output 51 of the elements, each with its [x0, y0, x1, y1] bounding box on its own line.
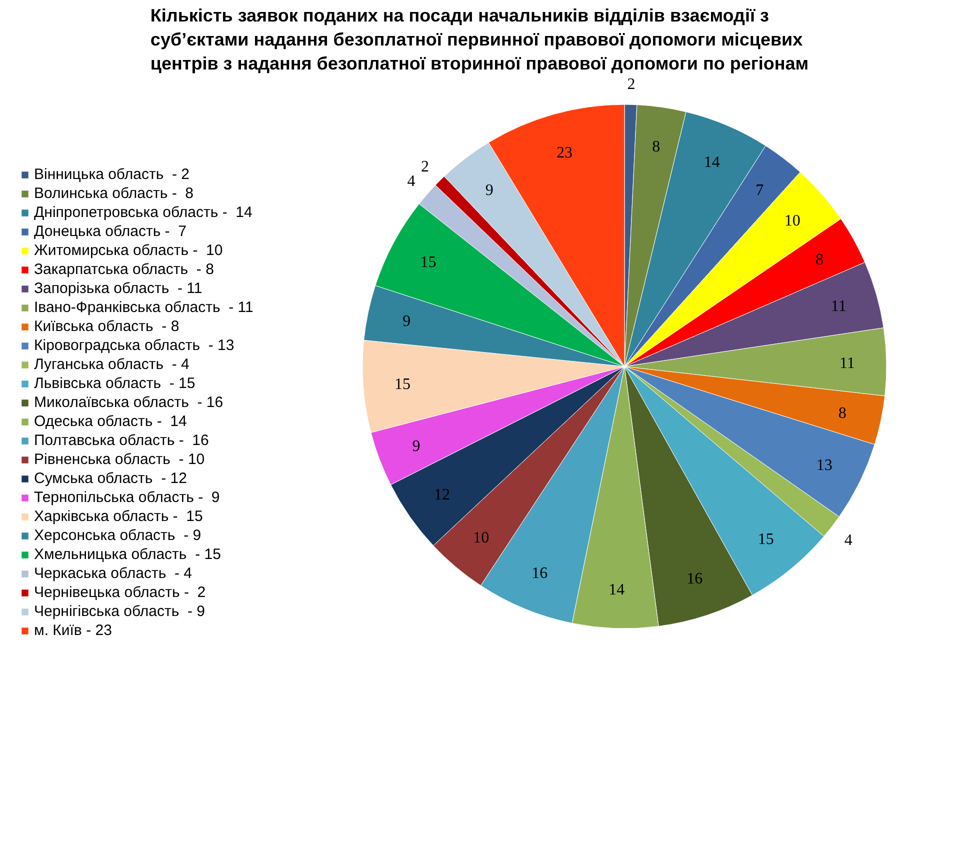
data-label: 8: [838, 404, 846, 422]
legend-label: Херсонська область - 9: [34, 526, 202, 544]
data-label: 14: [704, 154, 720, 172]
legend-label: Хмельницька область - 15: [34, 545, 221, 563]
legend-label: Київська область - 8: [34, 317, 180, 335]
data-label: 16: [686, 570, 703, 588]
data-label: 11: [839, 355, 855, 372]
data-label: 13: [816, 457, 832, 474]
data-label: 16: [532, 564, 548, 582]
data-label: 7: [756, 182, 764, 199]
legend-label: Рівненська область - 10: [34, 450, 205, 468]
data-label: 8: [816, 251, 824, 268]
data-label: 15: [420, 254, 436, 271]
legend-label: Сумська область - 12: [34, 469, 187, 487]
legend-label: Луганська область - 4: [34, 355, 190, 373]
data-label: 9: [402, 313, 411, 330]
legend-label: Закарпатська область - 8: [34, 260, 214, 278]
legend-label: Львівська область - 15: [34, 374, 196, 392]
data-label: 11: [830, 298, 846, 315]
legend-label: Тернопільська область - 9: [34, 488, 220, 506]
legend-label: Чернігівська область - 9: [34, 602, 205, 620]
data-label: 15: [394, 376, 410, 394]
data-label: 8: [652, 138, 660, 156]
legend-label: Донецька область - 7: [34, 222, 186, 240]
legend-label: Запорізька область - 11: [34, 279, 202, 297]
data-label: 2: [627, 76, 636, 94]
legend-label: Миколаївська область - 16: [34, 393, 224, 411]
legend-label: Житомирська область - 10: [34, 241, 223, 259]
data-label: 2: [421, 158, 430, 176]
legend-label: Одеська область - 14: [34, 412, 187, 430]
legend-label: Чернівецька область - 2: [34, 583, 206, 601]
data-label: 14: [608, 582, 625, 599]
data-label: 10: [473, 529, 490, 546]
data-label: 10: [784, 212, 800, 230]
data-label: 4: [844, 532, 852, 550]
legend-label: Івано-Франківська область - 11: [34, 298, 254, 316]
legend-label: Дніпропетровська область - 14: [34, 203, 252, 221]
legend-label: Полтавська область - 16: [34, 431, 209, 449]
chart-title: Кількість заявок поданих на посади начальників відділів взаємодії з суб’єктами надання безоплатної первинної правової допомоги місцевих центрів з надання безоплатної вторинної правової допомоги по регіонам: [150, 6, 809, 74]
data-label: 4: [407, 173, 416, 190]
data-label: 23: [556, 144, 573, 162]
data-label: 15: [758, 531, 774, 548]
data-label: 9: [412, 438, 420, 455]
legend-label: Черкаська область - 4: [34, 564, 192, 582]
data-label: 12: [434, 486, 450, 504]
legend-label: Вінницька область - 2: [34, 165, 190, 183]
legend-label: Кіровоградська область - 13: [34, 336, 234, 354]
legend-label: Харківська область - 15: [34, 507, 203, 525]
legend-label: м. Київ - 23: [34, 621, 112, 639]
legend-label: Волинська область - 8: [34, 184, 194, 202]
data-label: 9: [485, 182, 494, 199]
